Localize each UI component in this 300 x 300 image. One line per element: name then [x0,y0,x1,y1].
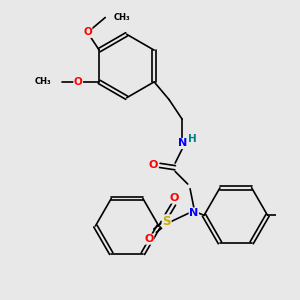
Text: N: N [178,139,187,148]
Text: N: N [189,208,198,218]
Text: O: O [83,27,92,38]
Text: CH₃: CH₃ [35,77,52,86]
Text: S: S [163,215,171,228]
Text: O: O [148,160,158,170]
Text: O: O [74,77,82,87]
Text: CH₃: CH₃ [114,13,130,22]
Text: O: O [144,234,154,244]
Text: O: O [169,193,178,203]
Text: H: H [188,134,197,144]
